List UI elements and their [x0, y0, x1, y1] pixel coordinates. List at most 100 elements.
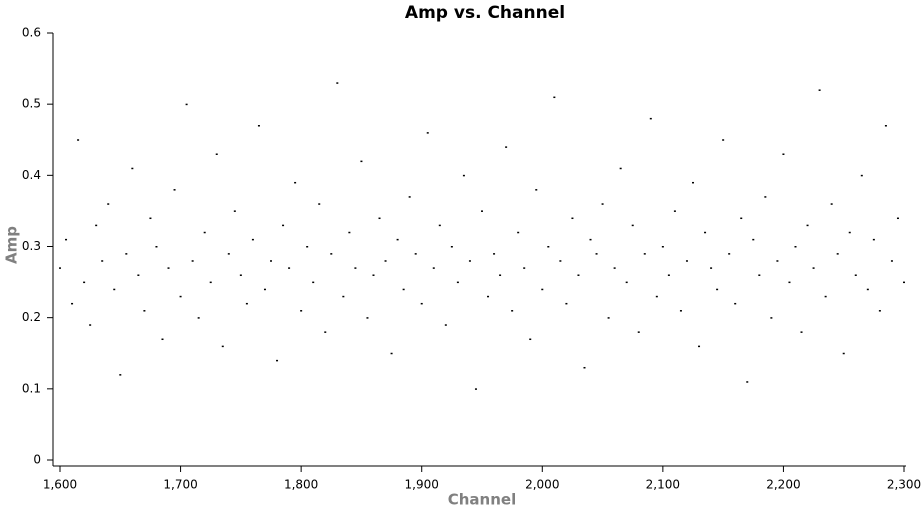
- point: [770, 317, 773, 319]
- point: [824, 295, 827, 298]
- point: [806, 224, 809, 227]
- point: [535, 189, 538, 191]
- point: [692, 181, 694, 184]
- point: [384, 260, 387, 262]
- point: [547, 246, 550, 248]
- point: [396, 238, 399, 241]
- point: [438, 224, 441, 227]
- point: [673, 210, 676, 212]
- point: [529, 338, 532, 341]
- point: [462, 174, 465, 177]
- point: [312, 281, 315, 284]
- point: [655, 295, 658, 298]
- point: [474, 388, 477, 390]
- point: [179, 295, 182, 298]
- x-tick-label: 1,900: [405, 478, 439, 492]
- point: [788, 281, 791, 284]
- point: [209, 281, 212, 284]
- x-tick-label: 1,700: [163, 478, 197, 492]
- point: [818, 89, 821, 91]
- point: [143, 310, 146, 312]
- point: [812, 267, 815, 269]
- point: [245, 302, 248, 305]
- point: [402, 288, 405, 291]
- point: [734, 302, 737, 305]
- point: [408, 196, 411, 198]
- point: [324, 331, 327, 333]
- point: [487, 295, 490, 298]
- point: [860, 174, 863, 177]
- point: [113, 288, 116, 291]
- point: [342, 295, 345, 298]
- point: [800, 331, 803, 333]
- point: [619, 167, 622, 170]
- point: [740, 217, 743, 220]
- point: [637, 331, 640, 333]
- x-tick-label: 1,600: [43, 478, 77, 492]
- point: [776, 260, 779, 262]
- y-tick-label: 0.3: [22, 239, 41, 253]
- point: [270, 260, 272, 262]
- point: [830, 203, 833, 205]
- point: [685, 260, 688, 262]
- point: [348, 231, 351, 234]
- y-tick-label: 0.5: [22, 97, 41, 111]
- point: [758, 274, 761, 276]
- point: [866, 288, 869, 291]
- x-tick-label: 2,000: [525, 478, 559, 492]
- point: [583, 366, 586, 369]
- point: [294, 181, 297, 184]
- point: [848, 231, 851, 234]
- point: [414, 253, 417, 255]
- point: [215, 153, 218, 155]
- point: [782, 153, 785, 155]
- point: [191, 260, 194, 262]
- point: [511, 310, 514, 312]
- point: [203, 231, 206, 234]
- point: [83, 281, 86, 284]
- point: [836, 253, 839, 255]
- point: [101, 260, 104, 262]
- point: [197, 317, 200, 319]
- point: [565, 302, 568, 305]
- point: [300, 310, 303, 312]
- point: [372, 274, 375, 276]
- x-tick-label: 2,200: [766, 478, 800, 492]
- point: [541, 288, 544, 291]
- point: [450, 246, 453, 248]
- point: [137, 274, 140, 276]
- point: [227, 253, 230, 255]
- point: [764, 196, 767, 198]
- point: [456, 281, 459, 284]
- point: [233, 210, 236, 212]
- point: [649, 117, 652, 120]
- point: [161, 338, 164, 341]
- point: [625, 281, 628, 284]
- point: [426, 132, 429, 134]
- point: [95, 224, 98, 227]
- point: [890, 260, 893, 262]
- point: [698, 345, 701, 348]
- point: [884, 125, 887, 127]
- point: [577, 274, 580, 276]
- point: [722, 139, 725, 141]
- point: [318, 203, 321, 205]
- y-tick-label: 0: [33, 453, 41, 467]
- point: [257, 125, 260, 127]
- point: [366, 317, 369, 319]
- point: [251, 238, 254, 241]
- point: [89, 324, 92, 326]
- point: [878, 310, 881, 312]
- x-tick-label: 2,100: [646, 478, 680, 492]
- point: [794, 246, 797, 248]
- point: [589, 238, 592, 241]
- point: [468, 260, 471, 262]
- point: [746, 381, 749, 383]
- point: [444, 324, 447, 326]
- point: [354, 267, 357, 269]
- point: [59, 267, 61, 269]
- point: [131, 167, 134, 170]
- point: [607, 317, 610, 319]
- x-tick-label: 2,300: [887, 478, 921, 492]
- point: [613, 267, 616, 269]
